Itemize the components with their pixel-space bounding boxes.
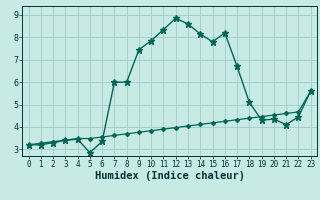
X-axis label: Humidex (Indice chaleur): Humidex (Indice chaleur) (95, 171, 244, 181)
